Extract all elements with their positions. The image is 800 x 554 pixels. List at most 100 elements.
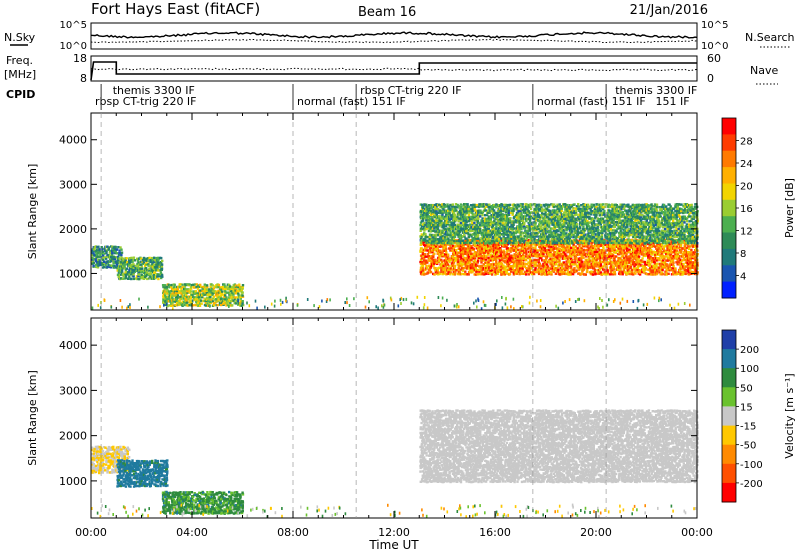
power-cell — [213, 290, 217, 293]
power-cell — [136, 266, 140, 269]
power-cell — [421, 227, 425, 231]
power-cell — [186, 291, 189, 294]
power-cell — [123, 267, 126, 270]
power-cell — [233, 296, 237, 299]
power-cell — [514, 259, 518, 262]
power-cell — [510, 256, 513, 259]
power-cell — [581, 260, 584, 264]
power-cell — [660, 271, 664, 274]
power-cell — [570, 255, 573, 258]
power-cell — [487, 271, 490, 274]
power-cell — [443, 233, 446, 236]
power-cell — [568, 245, 571, 248]
power-cell — [498, 259, 502, 262]
power-cell — [550, 249, 553, 252]
power-cell — [598, 266, 602, 269]
power-cell — [491, 264, 495, 268]
power-cell — [220, 303, 223, 307]
power-cell — [174, 300, 177, 303]
power-cell — [499, 262, 502, 266]
power-cell — [580, 272, 583, 276]
freq-unit-label: [MHz] — [4, 68, 36, 81]
power-cell — [467, 246, 470, 250]
power-cell — [570, 250, 573, 253]
power-cell — [598, 244, 601, 248]
power-cell — [485, 249, 488, 252]
power-cell — [595, 256, 598, 260]
power-cell — [480, 256, 483, 260]
power-cell — [626, 256, 629, 260]
power-cell — [537, 261, 541, 264]
power-cell — [642, 268, 645, 272]
power-cell — [192, 283, 195, 286]
power-cell — [669, 245, 673, 248]
power-cell — [504, 256, 507, 259]
power-cell — [428, 235, 431, 238]
power-cell — [693, 251, 696, 254]
power-cell — [637, 261, 641, 264]
power-cell — [419, 243, 422, 246]
power-cell — [459, 268, 463, 271]
power-cell — [141, 270, 144, 274]
power-cell — [545, 263, 549, 266]
power-cell — [536, 255, 539, 258]
power-cell — [627, 258, 630, 262]
power-cell — [421, 254, 425, 257]
power-cell — [569, 252, 572, 256]
power-cell — [692, 266, 696, 270]
power-cell — [149, 271, 152, 274]
power-cell — [164, 298, 167, 301]
power-cell — [682, 257, 686, 260]
power-cell — [195, 296, 198, 299]
power-cell — [446, 268, 450, 272]
power-cell — [579, 251, 583, 254]
power-cell — [510, 267, 513, 270]
power-cell — [189, 296, 193, 299]
power-cell — [663, 262, 667, 265]
power-cell — [438, 239, 441, 242]
power-cell — [481, 247, 484, 251]
power-cell — [648, 270, 652, 273]
power-cell — [492, 253, 496, 256]
power-cell — [648, 250, 652, 254]
power-cell — [119, 261, 123, 264]
power-cell — [621, 273, 624, 276]
power-cell — [567, 260, 570, 264]
power-cell — [662, 259, 665, 262]
power-cell — [432, 224, 435, 227]
power-cell — [464, 252, 467, 255]
power-cell — [617, 243, 620, 246]
power-cell — [663, 238, 667, 242]
power-cell — [613, 256, 616, 260]
power-cell — [112, 264, 115, 267]
power-cell — [623, 259, 626, 262]
power-cell — [122, 277, 125, 280]
power-cell — [609, 271, 613, 274]
power-cell — [468, 249, 472, 252]
power-cell — [553, 266, 556, 269]
power-cell — [648, 253, 651, 256]
power-cell — [199, 291, 202, 295]
power-cell — [452, 251, 455, 254]
power-cell — [441, 211, 444, 215]
power-cell — [637, 255, 641, 258]
power-cell — [219, 286, 222, 289]
power-cell — [481, 264, 484, 268]
power-cell — [633, 268, 636, 271]
power-cell — [505, 239, 509, 242]
power-cell — [120, 273, 123, 276]
power-cell — [632, 247, 636, 250]
power-cell — [216, 295, 219, 299]
power-cell — [489, 253, 492, 256]
power-cell — [596, 250, 599, 253]
power-cell — [116, 259, 120, 262]
power-cell — [619, 243, 622, 246]
power-cell — [462, 260, 465, 263]
power-cell — [219, 291, 222, 294]
cpid-segment-label: themis 3300 IF — [615, 84, 697, 97]
power-cell — [426, 209, 429, 212]
power-cell — [566, 243, 569, 246]
nsky-panel: N.Sky 10^5 10^0 10^5 10^0 N.Search — [4, 20, 795, 52]
power-cell — [487, 240, 490, 243]
power-cell — [457, 251, 461, 254]
